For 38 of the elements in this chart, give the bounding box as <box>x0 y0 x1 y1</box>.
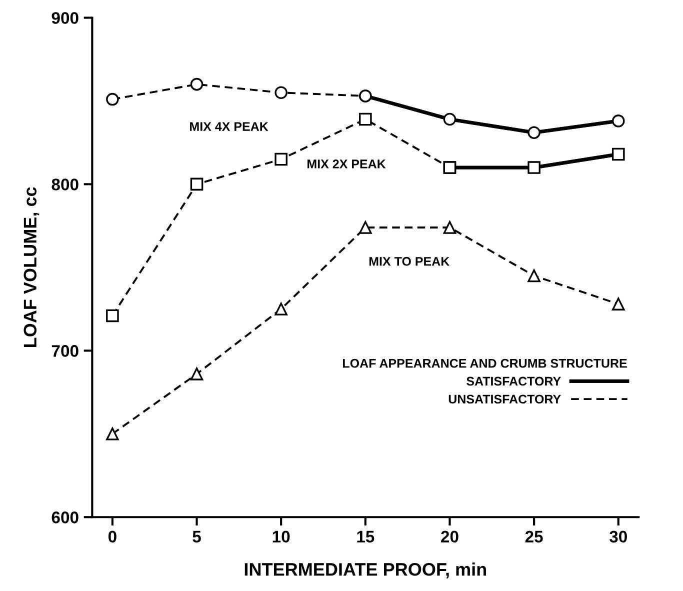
x-tick-label: 5 <box>192 530 201 543</box>
legend-title: LOAF APPEARANCE AND CRUMB STRUCTURE <box>343 358 627 368</box>
point <box>359 112 372 126</box>
annotation: MIX 4X PEAK <box>190 122 268 131</box>
point <box>612 114 625 128</box>
point <box>359 221 372 234</box>
y-tick-label: 800 <box>52 178 78 190</box>
x-tick-label: 15 <box>357 530 374 543</box>
point <box>274 302 288 316</box>
x-axis-title: INTERMEDIATE PROOF, min <box>244 562 486 578</box>
point <box>190 368 204 380</box>
point <box>612 298 625 310</box>
x-tick-label: 10 <box>272 530 290 543</box>
point <box>528 161 540 174</box>
y-tick-label: 700 <box>52 345 78 357</box>
legend-label: UNSATISFACTORY <box>448 394 561 404</box>
y-axis-title: LOAF VOLUME, cc <box>24 187 40 347</box>
point <box>443 112 456 126</box>
x-tick-label: 20 <box>441 530 458 543</box>
point <box>190 78 204 91</box>
x-tick-label: 30 <box>609 530 627 543</box>
annotation: MIX 2X PEAK <box>308 160 386 168</box>
point <box>528 126 540 139</box>
point <box>612 148 625 161</box>
point <box>190 178 204 191</box>
legend-label: SATISFACTORY <box>466 376 561 386</box>
point <box>274 152 288 166</box>
y-tick-label: 900 <box>52 12 78 24</box>
point <box>528 269 540 282</box>
annotation: MIX TO PEAK <box>369 256 450 266</box>
point <box>443 221 456 234</box>
point <box>106 309 119 322</box>
y-tick-label: 600 <box>52 512 78 524</box>
point <box>106 92 119 106</box>
x-tick-label: 25 <box>525 530 543 543</box>
point <box>106 428 119 440</box>
point <box>274 86 288 100</box>
x-tick-label: 0 <box>108 530 116 543</box>
